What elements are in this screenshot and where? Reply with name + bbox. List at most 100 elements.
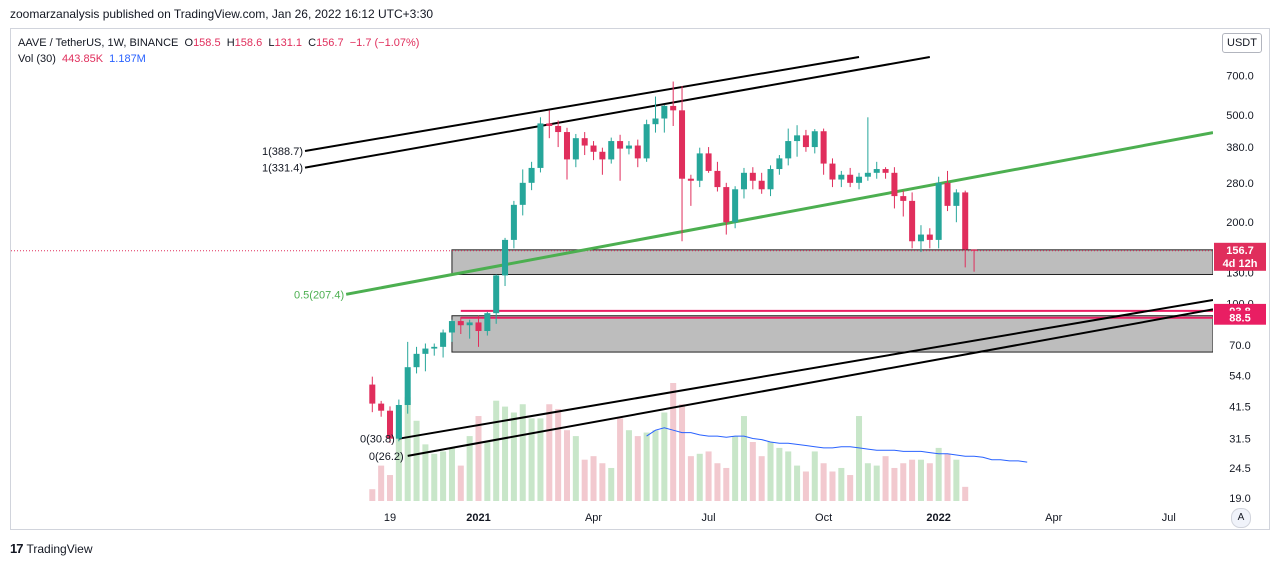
volume-bar [608, 467, 615, 501]
volume-bar [670, 383, 677, 501]
x-tick-label: 2022 [926, 512, 950, 524]
candle-body [705, 153, 712, 171]
tradingview-logo-icon: 17 [10, 541, 24, 556]
candle-body [962, 192, 969, 250]
currency-button[interactable]: USDT [1222, 33, 1262, 53]
candle-body [431, 346, 438, 349]
volume-bar [537, 418, 544, 501]
volume-bar [422, 444, 429, 501]
level-badge-text: 88.5 [1229, 313, 1250, 325]
volume-bar [502, 406, 509, 501]
candle-body [510, 204, 517, 240]
candle-body [820, 131, 827, 164]
volume-bar [776, 447, 783, 501]
y-tick-label: 280.0 [1226, 178, 1254, 190]
volume-bar [599, 463, 606, 501]
legend-close: 156.7 [316, 37, 344, 49]
volume-bar [413, 420, 420, 501]
publish-header: zoomarzanalysis published on TradingView… [10, 7, 434, 21]
volume-bar [581, 459, 588, 501]
volume-bar [590, 456, 597, 501]
volume-bar [847, 475, 854, 501]
candle-body [466, 322, 473, 326]
channel-line [304, 56, 930, 169]
volume-bar [882, 456, 889, 501]
volume-bar [900, 463, 907, 501]
candle-body [847, 174, 854, 183]
candle-body [732, 189, 739, 223]
volume-bar [705, 451, 712, 501]
volume-bar [944, 453, 951, 501]
volume-bar [625, 430, 632, 501]
volume-bar [369, 489, 376, 501]
legend-open-label: O [184, 37, 194, 49]
volume-bar [555, 408, 562, 501]
volume-bar [829, 471, 836, 501]
candle-body [802, 135, 809, 148]
candle-body [386, 410, 394, 439]
volume-bar [378, 465, 385, 501]
volume-bar [386, 475, 394, 501]
price-badge-bg [1214, 242, 1266, 271]
candle-body [546, 123, 553, 126]
channel-line [398, 298, 1213, 440]
volume-bar [962, 486, 969, 501]
volume-bar [917, 459, 924, 501]
candle-body [404, 367, 411, 405]
y-tick-label: 54.0 [1229, 371, 1250, 383]
y-tick-label: 70.0 [1229, 340, 1250, 352]
candle-body [475, 322, 482, 332]
x-tick-label: Jul [702, 512, 716, 524]
candle-body [856, 176, 863, 183]
volume-bar [935, 447, 942, 501]
y-tick-label: 200.0 [1226, 217, 1254, 229]
level-badge-bg [1214, 310, 1266, 325]
candle-body [873, 169, 880, 173]
candle-body [617, 141, 624, 149]
candle-body [944, 182, 951, 206]
channel-line [407, 308, 1213, 457]
candle-body [926, 234, 933, 240]
volume-bar [926, 463, 933, 501]
volume-bar [785, 451, 792, 501]
legend-high: 158.6 [234, 37, 263, 49]
volume-bar [794, 465, 801, 501]
volume-bar [493, 400, 500, 501]
candle-body [758, 180, 765, 190]
volume-bar [661, 412, 668, 501]
trendline-label: 0.5(207.4) [294, 289, 344, 301]
channel-label: 1(388.7) [262, 146, 303, 158]
candle-body [422, 348, 429, 354]
chart-legend: AAVE / TetherUS, 1W, BINANCE O158.5 H158… [18, 35, 419, 67]
volume-bar [448, 447, 455, 501]
volume-bar [696, 453, 703, 501]
channel-label: 0(30.8) [360, 434, 395, 446]
y-tick-label: 24.5 [1229, 463, 1250, 475]
candle-body [413, 353, 420, 368]
auto-scale-button[interactable]: A [1231, 508, 1251, 528]
legend-vol-label: Vol (30) [18, 53, 56, 65]
candle-body [935, 182, 942, 240]
candle-body [909, 200, 916, 242]
volume-bar [909, 459, 916, 501]
footer-brand-name: TradingView [26, 541, 93, 556]
candle-body [652, 118, 659, 125]
candle-body [917, 234, 924, 242]
volume-bar [758, 456, 765, 501]
candle-body [811, 131, 818, 148]
channel-line [304, 56, 860, 152]
candle-body [696, 153, 703, 181]
volume-bar [740, 416, 747, 501]
channel-label: 0(26.2) [369, 451, 404, 463]
candle-body [528, 167, 535, 183]
volume-bar [838, 467, 845, 501]
x-tick-label: 2021 [466, 512, 490, 524]
volume-bar [643, 432, 650, 501]
candle-body [794, 135, 801, 142]
candle-body [457, 321, 464, 326]
volume-bar [510, 412, 517, 501]
volume-bar [395, 430, 402, 501]
candle-body [838, 174, 845, 180]
candle-body [395, 404, 402, 439]
